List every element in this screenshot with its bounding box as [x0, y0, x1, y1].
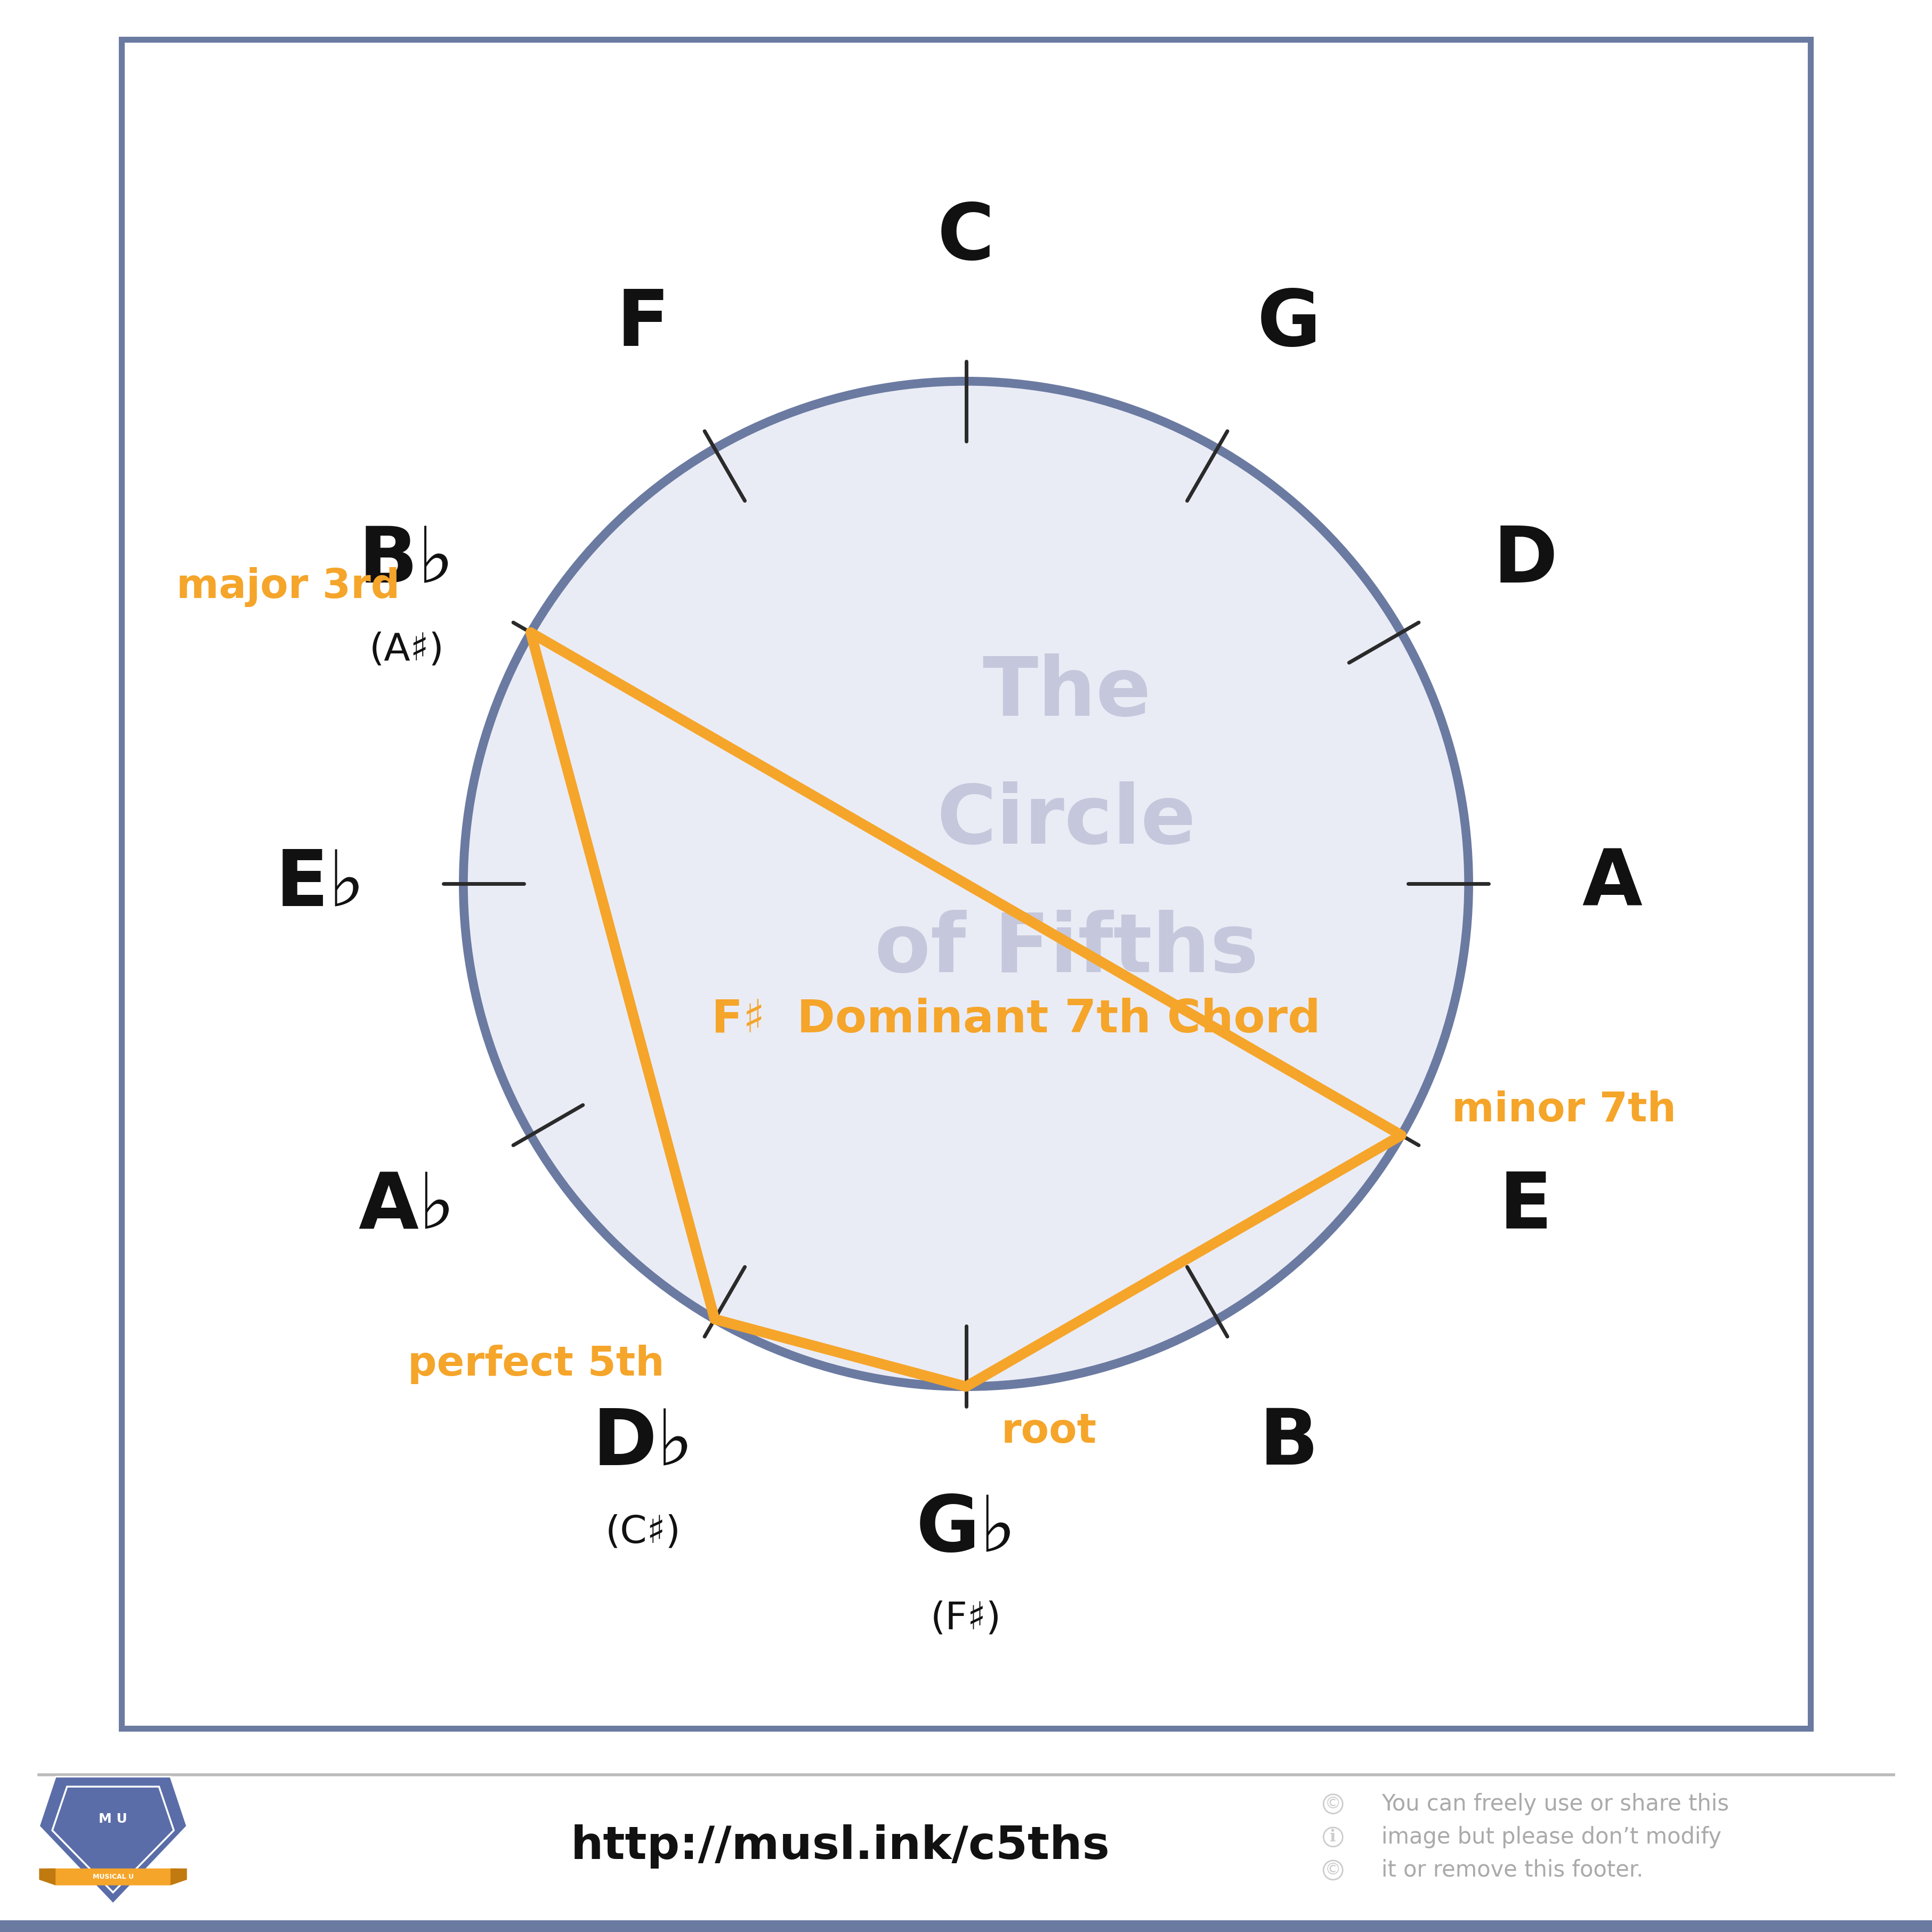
Text: image but please don’t modify: image but please don’t modify: [1381, 1826, 1721, 1849]
Text: E: E: [1499, 1169, 1551, 1244]
Text: The: The: [981, 653, 1151, 732]
Text: ©: ©: [1325, 1797, 1341, 1812]
Circle shape: [464, 381, 1468, 1387]
Text: http://musl.ink/c5ths: http://musl.ink/c5ths: [570, 1824, 1111, 1868]
Text: B♭: B♭: [359, 524, 454, 599]
Text: You can freely use or share this: You can freely use or share this: [1381, 1793, 1729, 1816]
Text: G♭: G♭: [916, 1492, 1016, 1567]
Polygon shape: [39, 1777, 187, 1903]
Text: C: C: [937, 201, 995, 276]
Text: (F♯): (F♯): [931, 1600, 1001, 1636]
Text: of Fifths: of Fifths: [875, 910, 1258, 989]
Text: G: G: [1258, 288, 1321, 361]
Text: E♭: E♭: [274, 846, 365, 922]
Polygon shape: [39, 1868, 56, 1886]
Text: B: B: [1260, 1406, 1318, 1480]
Text: Circle: Circle: [937, 781, 1196, 862]
Text: root: root: [1001, 1412, 1097, 1451]
Text: ©: ©: [1325, 1862, 1341, 1878]
Text: it or remove this footer.: it or remove this footer.: [1381, 1859, 1644, 1882]
Text: M U: M U: [99, 1812, 128, 1826]
Text: ℹ: ℹ: [1329, 1830, 1337, 1845]
Text: (C♯): (C♯): [605, 1513, 680, 1549]
Text: F♯  Dominant 7th Chord: F♯ Dominant 7th Chord: [711, 997, 1321, 1041]
Polygon shape: [170, 1868, 187, 1886]
FancyBboxPatch shape: [0, 1920, 1932, 1932]
Text: major 3rd: major 3rd: [176, 568, 400, 607]
Text: D: D: [1493, 524, 1557, 599]
Text: A: A: [1582, 846, 1642, 922]
Text: perfect 5th: perfect 5th: [408, 1345, 665, 1383]
Text: (A♯): (A♯): [369, 632, 444, 668]
Text: MUSICAL U: MUSICAL U: [93, 1874, 133, 1880]
Text: D♭: D♭: [593, 1406, 694, 1480]
Polygon shape: [46, 1868, 178, 1886]
Text: A♭: A♭: [357, 1169, 456, 1244]
Text: minor 7th: minor 7th: [1451, 1090, 1675, 1130]
Text: F: F: [616, 288, 670, 361]
